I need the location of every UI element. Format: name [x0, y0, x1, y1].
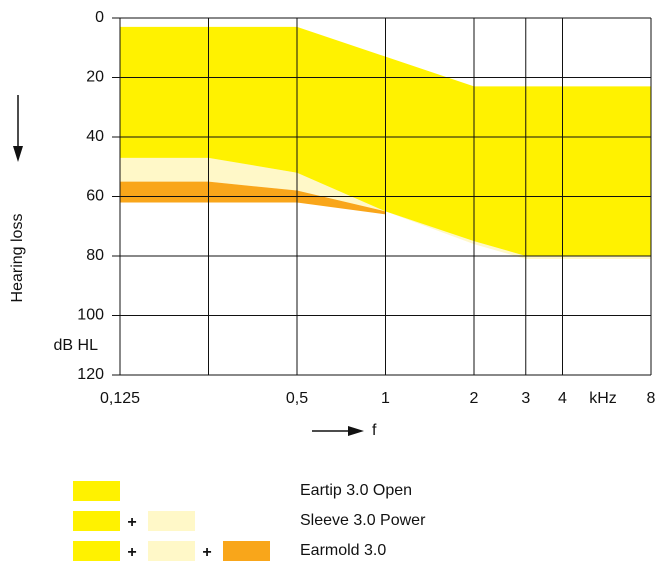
- x-tick-label: 1: [381, 390, 390, 407]
- y-arrowhead: [13, 146, 23, 162]
- x-tick-label: 4: [558, 390, 567, 407]
- legend-swatch: [73, 481, 120, 501]
- legend-swatch: [223, 541, 270, 561]
- y-tick-label: 120: [77, 366, 104, 383]
- y-tick-label: 60: [86, 188, 104, 205]
- x-tick-label: 0,125: [100, 390, 140, 407]
- legend-swatch: [148, 541, 195, 561]
- legend-plus: +: [202, 544, 211, 561]
- y-tick-label: 40: [86, 128, 104, 145]
- legend-swatch: [73, 541, 120, 561]
- y-tick-label: 20: [86, 69, 104, 86]
- x-unit: kHz: [589, 390, 617, 407]
- grid: 0 20 40 60 80 100 120 0,125 0,5 1 2 3 4 8: [77, 9, 655, 407]
- range-area: [120, 181, 386, 215]
- x-tick-label: 3: [521, 390, 530, 407]
- x-axis-label: f: [372, 422, 377, 439]
- x-tick-label: 0,5: [286, 390, 308, 407]
- range-area: [120, 157, 651, 259]
- legend-plus: +: [127, 514, 136, 531]
- y-unit: dB HL: [54, 337, 99, 354]
- x-arrowhead: [348, 426, 364, 436]
- legend-swatch: [148, 511, 195, 531]
- y-tick-label: 80: [86, 247, 104, 264]
- y-axis-label: Hearing loss: [9, 214, 26, 303]
- legend: Eartip 3.0 Open + Sleeve 3.0 Power + + Earmol…: [73, 481, 426, 561]
- legend-label: Eartip 3.0 Open: [300, 482, 412, 499]
- legend-swatch: [73, 511, 120, 531]
- legend-label: Sleeve 3.0 Power: [300, 512, 426, 529]
- x-tick-label: 2: [470, 390, 479, 407]
- legend-plus: +: [127, 544, 136, 561]
- y-tick-label: 0: [95, 9, 104, 26]
- y-tick-label: 100: [77, 307, 104, 324]
- x-tick-label: 8: [647, 390, 656, 407]
- legend-label: Earmold 3.0: [300, 542, 386, 559]
